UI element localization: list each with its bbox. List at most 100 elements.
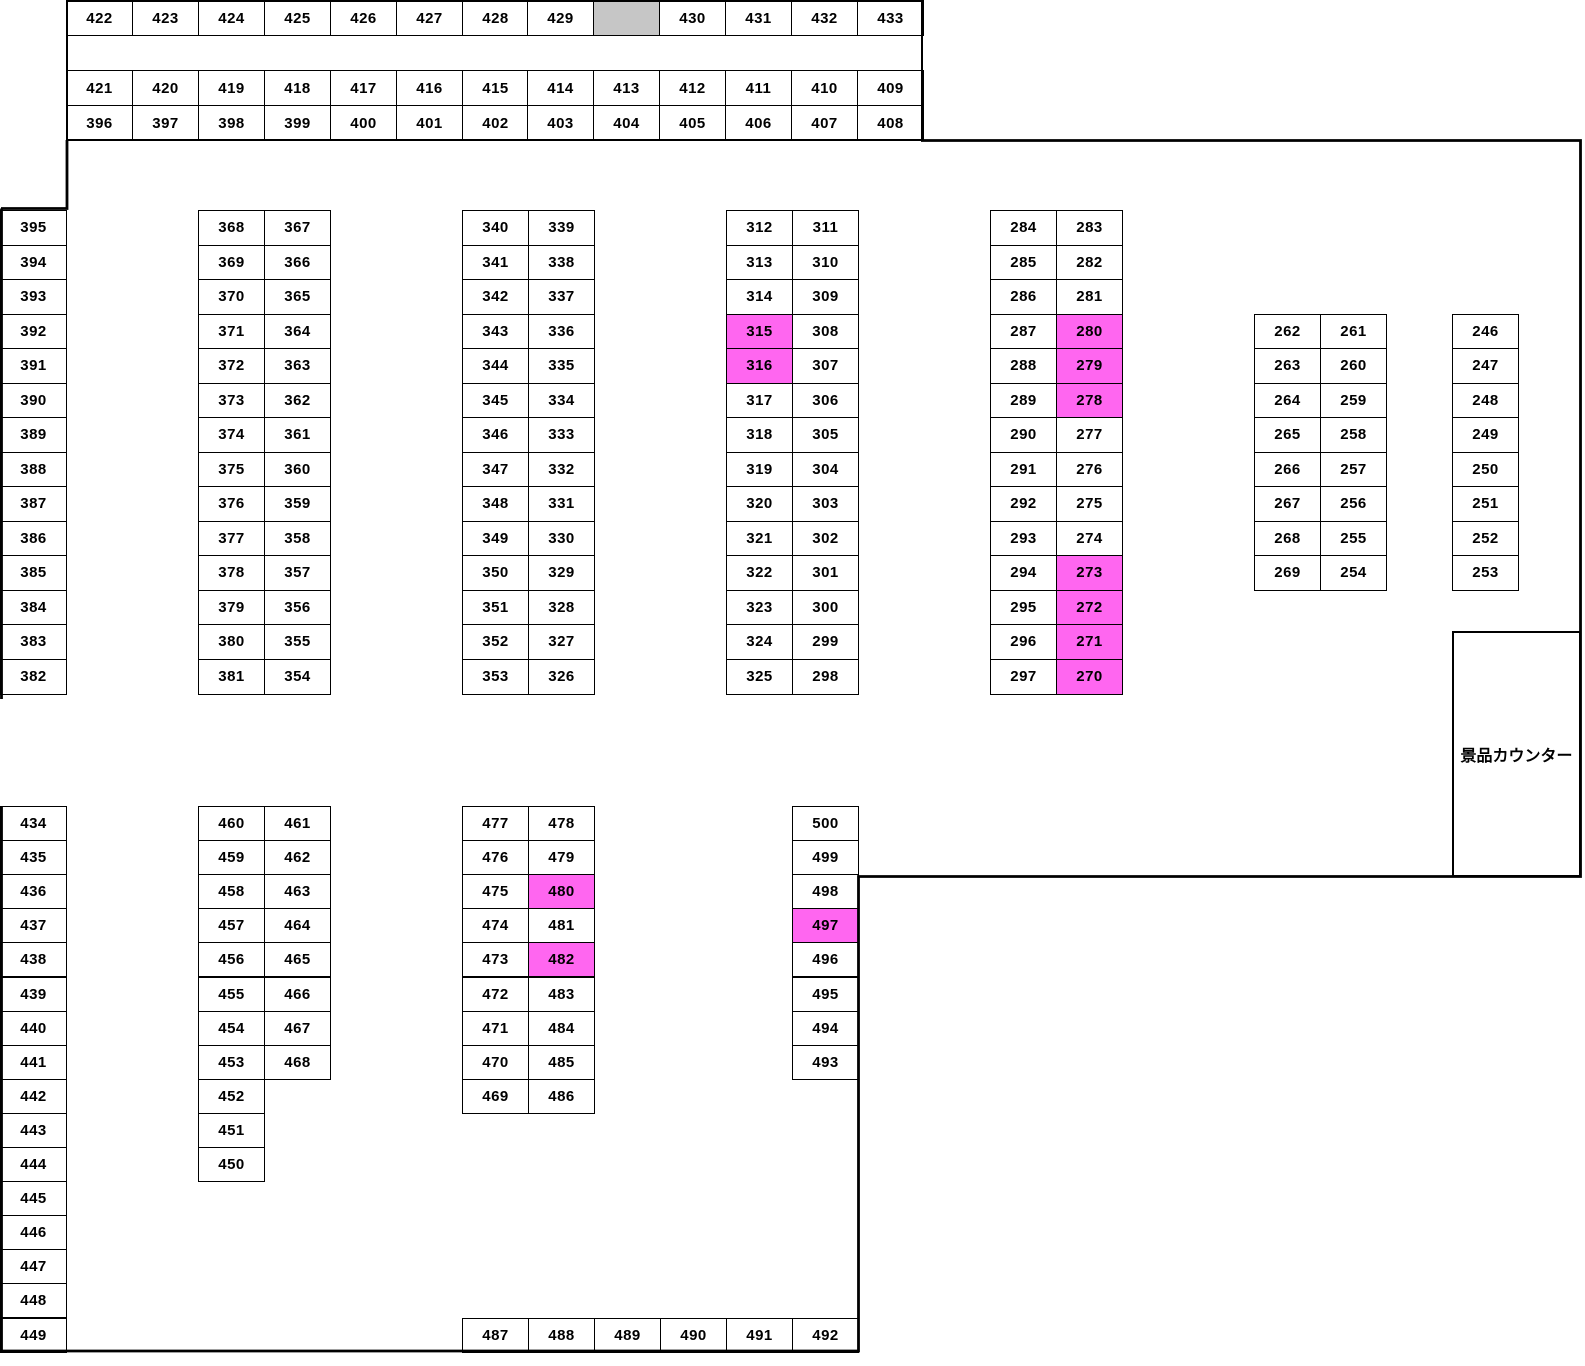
seat-421[interactable]: 421 — [66, 70, 133, 106]
seat-386[interactable]: 386 — [0, 521, 67, 557]
seat-310[interactable]: 310 — [792, 245, 859, 281]
seat-277[interactable]: 277 — [1056, 417, 1123, 453]
seat-450[interactable]: 450 — [198, 1147, 265, 1183]
seat-299[interactable]: 299 — [792, 624, 859, 660]
seat-405[interactable]: 405 — [659, 105, 726, 141]
seat-436[interactable]: 436 — [0, 874, 67, 910]
seat-470[interactable]: 470 — [462, 1045, 529, 1081]
seat-420[interactable]: 420 — [132, 70, 199, 106]
seat-351[interactable]: 351 — [462, 590, 529, 626]
seat-397[interactable]: 397 — [132, 105, 199, 141]
seat-467[interactable]: 467 — [264, 1011, 331, 1047]
seat-286[interactable]: 286 — [990, 279, 1057, 315]
seat-344[interactable]: 344 — [462, 348, 529, 384]
seat-338[interactable]: 338 — [528, 245, 595, 281]
seat-400[interactable]: 400 — [330, 105, 397, 141]
seat-414[interactable]: 414 — [527, 70, 594, 106]
seat-348[interactable]: 348 — [462, 486, 529, 522]
seat-336[interactable]: 336 — [528, 314, 595, 350]
seat-402[interactable]: 402 — [462, 105, 529, 141]
seat-266[interactable]: 266 — [1254, 452, 1321, 488]
seat-423[interactable]: 423 — [132, 0, 199, 36]
seat-381[interactable]: 381 — [198, 659, 265, 695]
seat-491[interactable]: 491 — [726, 1318, 793, 1354]
seat-313[interactable]: 313 — [726, 245, 793, 281]
seat-403[interactable]: 403 — [527, 105, 594, 141]
seat-407[interactable]: 407 — [791, 105, 858, 141]
seat-362[interactable]: 362 — [264, 383, 331, 419]
seat-287[interactable]: 287 — [990, 314, 1057, 350]
seat-392[interactable]: 392 — [0, 314, 67, 350]
seat-408[interactable]: 408 — [857, 105, 924, 141]
seat-268[interactable]: 268 — [1254, 521, 1321, 557]
seat-360[interactable]: 360 — [264, 452, 331, 488]
seat-438[interactable]: 438 — [0, 942, 67, 978]
seat-481[interactable]: 481 — [528, 908, 595, 944]
seat-289[interactable]: 289 — [990, 383, 1057, 419]
seat-374[interactable]: 374 — [198, 417, 265, 453]
seat-395[interactable]: 395 — [0, 210, 67, 246]
seat-443[interactable]: 443 — [0, 1113, 67, 1149]
seat-327[interactable]: 327 — [528, 624, 595, 660]
seat-294[interactable]: 294 — [990, 555, 1057, 591]
seat-275[interactable]: 275 — [1056, 486, 1123, 522]
seat-385[interactable]: 385 — [0, 555, 67, 591]
seat-377[interactable]: 377 — [198, 521, 265, 557]
seat-279[interactable]: 279 — [1056, 348, 1123, 384]
seat-290[interactable]: 290 — [990, 417, 1057, 453]
seat-493[interactable]: 493 — [792, 1045, 859, 1081]
seat-426[interactable]: 426 — [330, 0, 397, 36]
seat-293[interactable]: 293 — [990, 521, 1057, 557]
seat-446[interactable]: 446 — [0, 1215, 67, 1251]
seat-332[interactable]: 332 — [528, 452, 595, 488]
seat-372[interactable]: 372 — [198, 348, 265, 384]
seat-485[interactable]: 485 — [528, 1045, 595, 1081]
seat-388[interactable]: 388 — [0, 452, 67, 488]
seat-358[interactable]: 358 — [264, 521, 331, 557]
seat-315[interactable]: 315 — [726, 314, 793, 350]
seat-488[interactable]: 488 — [528, 1318, 595, 1354]
seat-324[interactable]: 324 — [726, 624, 793, 660]
seat-302[interactable]: 302 — [792, 521, 859, 557]
seat-382[interactable]: 382 — [0, 659, 67, 695]
seat-434[interactable]: 434 — [0, 806, 67, 842]
seat-459[interactable]: 459 — [198, 840, 265, 876]
seat-346[interactable]: 346 — [462, 417, 529, 453]
seat-391[interactable]: 391 — [0, 348, 67, 384]
seat-297[interactable]: 297 — [990, 659, 1057, 695]
seat-280[interactable]: 280 — [1056, 314, 1123, 350]
seat-335[interactable]: 335 — [528, 348, 595, 384]
seat-462[interactable]: 462 — [264, 840, 331, 876]
seat-339[interactable]: 339 — [528, 210, 595, 246]
seat-500[interactable]: 500 — [792, 806, 859, 842]
seat-260[interactable]: 260 — [1320, 348, 1387, 384]
seat-345[interactable]: 345 — [462, 383, 529, 419]
seat-482[interactable]: 482 — [528, 942, 595, 978]
seat-415[interactable]: 415 — [462, 70, 529, 106]
seat-292[interactable]: 292 — [990, 486, 1057, 522]
seat-274[interactable]: 274 — [1056, 521, 1123, 557]
seat-271[interactable]: 271 — [1056, 624, 1123, 660]
seat-276[interactable]: 276 — [1056, 452, 1123, 488]
seat-262[interactable]: 262 — [1254, 314, 1321, 350]
seat-384[interactable]: 384 — [0, 590, 67, 626]
seat-435[interactable]: 435 — [0, 840, 67, 876]
seat-301[interactable]: 301 — [792, 555, 859, 591]
seat-479[interactable]: 479 — [528, 840, 595, 876]
seat-433[interactable]: 433 — [857, 0, 924, 36]
seat-314[interactable]: 314 — [726, 279, 793, 315]
seat-355[interactable]: 355 — [264, 624, 331, 660]
seat-406[interactable]: 406 — [725, 105, 792, 141]
seat-417[interactable]: 417 — [330, 70, 397, 106]
seat-497[interactable]: 497 — [792, 908, 859, 944]
seat-357[interactable]: 357 — [264, 555, 331, 591]
seat-473[interactable]: 473 — [462, 942, 529, 978]
seat-250[interactable]: 250 — [1452, 452, 1519, 488]
seat-404[interactable]: 404 — [593, 105, 660, 141]
seat-442[interactable]: 442 — [0, 1079, 67, 1115]
seat-350[interactable]: 350 — [462, 555, 529, 591]
seat-413[interactable]: 413 — [593, 70, 660, 106]
seat-365[interactable]: 365 — [264, 279, 331, 315]
seat-398[interactable]: 398 — [198, 105, 265, 141]
seat-304[interactable]: 304 — [792, 452, 859, 488]
